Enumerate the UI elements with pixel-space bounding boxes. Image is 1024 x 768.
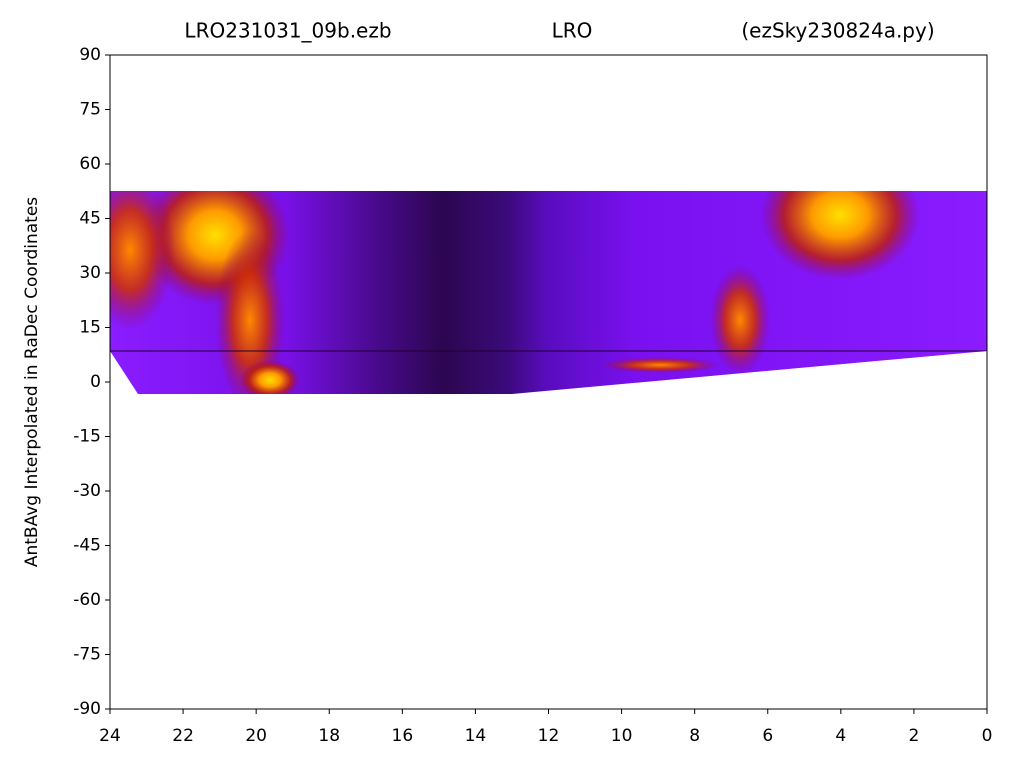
y-tick-label: -30 [73, 481, 101, 501]
y-tick-label: 0 [90, 372, 101, 392]
title-center: LRO [552, 19, 593, 43]
y-tick-label: -75 [73, 645, 101, 665]
y-tick-label: 15 [79, 318, 101, 338]
x-tick-label: 24 [99, 726, 121, 746]
x-tick-label: 4 [835, 726, 846, 746]
y-tick-label: 45 [79, 209, 101, 229]
y-tick-label: 75 [79, 100, 101, 120]
y-tick-label: -15 [73, 427, 101, 447]
x-tick-label: 18 [318, 726, 340, 746]
x-tick-label: 20 [245, 726, 267, 746]
x-tick-label: 22 [172, 726, 194, 746]
x-tick-label: 10 [611, 726, 633, 746]
y-tick-label: 60 [79, 154, 101, 174]
y-tick-label: -60 [73, 590, 101, 610]
x-tick-label: 16 [392, 726, 414, 746]
heatmap-image [110, 191, 987, 394]
y-tick-label: -45 [73, 536, 101, 556]
y-tick-label: -90 [73, 699, 101, 719]
x-tick-label: 8 [689, 726, 700, 746]
y-tick-label: 90 [79, 45, 101, 65]
title-left: LRO231031_09b.ezb [184, 19, 391, 43]
x-tick-label: 12 [538, 726, 560, 746]
title-right: (ezSky230824a.py) [741, 19, 934, 43]
y-axis-label: AntBAvg Interpolated in RaDec Coordinate… [22, 197, 42, 567]
y-tick-label: 30 [79, 263, 101, 283]
x-tick-label: 14 [465, 726, 487, 746]
x-tick-label: 2 [909, 726, 920, 746]
x-tick-label: 6 [762, 726, 773, 746]
x-tick-label: 0 [982, 726, 993, 746]
